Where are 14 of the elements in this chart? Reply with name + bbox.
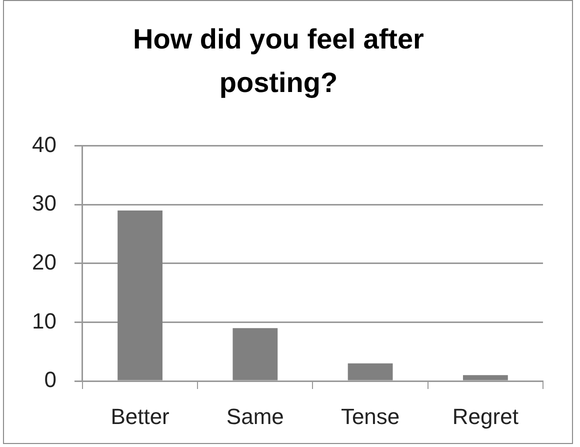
chart-title: How did you feel after posting? <box>133 23 424 98</box>
y-tick-label: 0 <box>44 367 56 392</box>
bar <box>232 328 278 380</box>
x-tick-label: Regret <box>452 404 518 430</box>
bar <box>348 363 393 380</box>
x-tick-label: Tense <box>340 404 400 430</box>
bar <box>462 375 508 380</box>
x-tick-label: Better <box>110 404 170 430</box>
y-tick-label: 20 <box>32 249 56 274</box>
y-tick-label: 30 <box>32 190 56 216</box>
bar <box>118 210 162 380</box>
x-tick-label: Same <box>226 404 284 430</box>
y-tick-label: 10 <box>32 308 56 334</box>
y-tick-label: 40 <box>32 132 56 157</box>
